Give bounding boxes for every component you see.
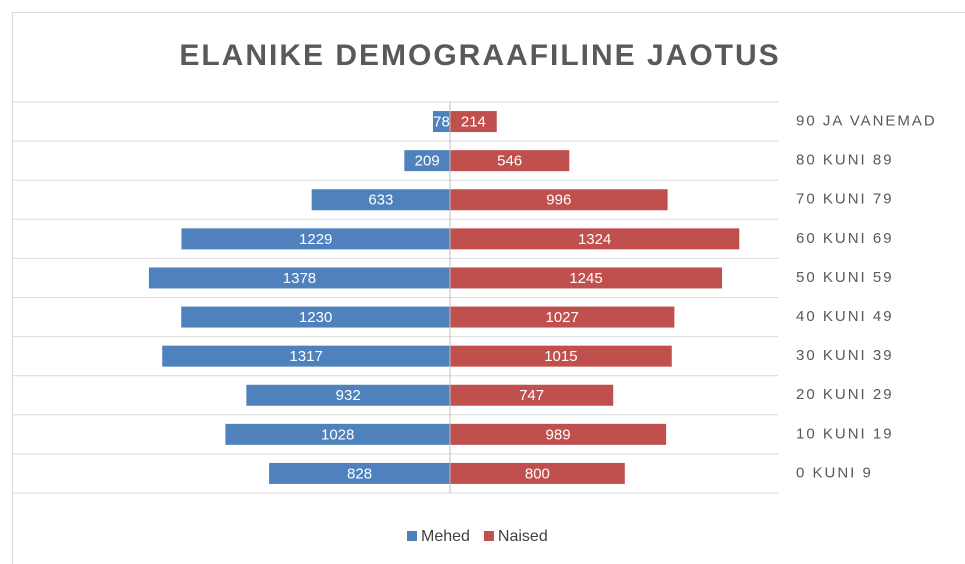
- bar: [450, 423, 667, 445]
- category-label: 10 KUNI 19: [796, 425, 894, 442]
- bar: [450, 228, 740, 250]
- bar: [269, 462, 450, 484]
- data-label: 1378: [283, 270, 316, 287]
- bar: [432, 111, 450, 133]
- data-label: 633: [368, 192, 393, 209]
- legend-swatch: [483, 531, 494, 541]
- bar: [225, 423, 450, 445]
- bar: [181, 306, 450, 328]
- bar: [450, 189, 668, 211]
- legend-label: Naised: [498, 528, 548, 545]
- category-label: 20 KUNI 29: [796, 386, 894, 403]
- data-label: 209: [415, 153, 440, 170]
- category-label: 0 KUNI 9: [796, 464, 873, 481]
- data-label: 78: [433, 114, 450, 131]
- bar: [450, 384, 614, 406]
- data-label: 1245: [569, 270, 602, 287]
- bar: [450, 462, 625, 484]
- data-label: 828: [347, 465, 372, 482]
- data-label: 1027: [546, 309, 579, 326]
- bar: [450, 267, 723, 289]
- data-label: 800: [525, 465, 550, 482]
- bar: [450, 345, 672, 367]
- bar: [450, 111, 497, 133]
- category-label: 80 KUNI 89: [796, 152, 894, 169]
- bar: [450, 306, 675, 328]
- bar: [404, 150, 450, 172]
- data-label: 1015: [544, 348, 577, 365]
- bar: [162, 345, 450, 367]
- category-label: 90 JA VANEMAD: [796, 113, 937, 130]
- data-label: 214: [461, 114, 486, 131]
- category-label: 50 KUNI 59: [796, 269, 894, 286]
- data-label: 546: [497, 153, 522, 170]
- data-label: 932: [336, 387, 361, 404]
- category-label: 60 KUNI 69: [796, 230, 894, 247]
- chart-title: ELANIKE DEMOGRAAFILINE JAOTUS: [179, 39, 780, 72]
- data-label: 1324: [578, 231, 611, 248]
- legend-label: Mehed: [421, 528, 470, 545]
- data-label: 1229: [299, 231, 332, 248]
- category-label: 40 KUNI 49: [796, 308, 894, 325]
- data-label: 1028: [321, 426, 354, 443]
- data-label: 1230: [299, 309, 332, 326]
- data-label: 996: [546, 192, 571, 209]
- category-label: 30 KUNI 39: [796, 347, 894, 364]
- category-label: 70 KUNI 79: [796, 191, 894, 208]
- bar: [181, 228, 450, 250]
- data-label: 989: [546, 426, 571, 443]
- legend: Mehed Naised: [407, 528, 548, 545]
- bar: [148, 267, 451, 289]
- data-label: 1317: [289, 348, 322, 365]
- bar: [246, 384, 450, 406]
- bar: [311, 189, 450, 211]
- data-label: 747: [519, 387, 544, 404]
- legend-swatch: [407, 531, 417, 541]
- bar: [450, 150, 570, 172]
